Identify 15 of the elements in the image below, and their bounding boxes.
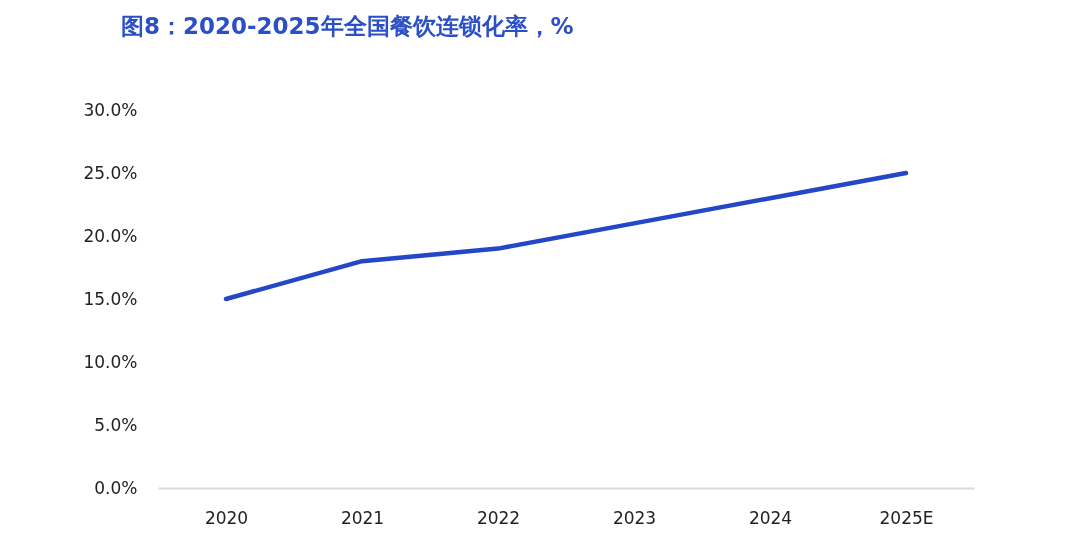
- y-tick-label: 5.0%: [94, 414, 138, 435]
- x-tick-label: 2025E: [879, 507, 934, 528]
- y-tick-label: 20.0%: [83, 225, 138, 246]
- x-tick-label: 2024: [748, 507, 793, 528]
- x-tick-label: 2020: [204, 507, 249, 528]
- line-series: [223, 170, 909, 302]
- chart-title: 图8：2020-2025年全国餐饮连锁化率，%: [121, 13, 574, 39]
- y-tick-label: 15.0%: [83, 288, 138, 309]
- x-tick-label: 2023: [612, 507, 657, 528]
- y-tick-label: 25.0%: [83, 162, 138, 183]
- x-tick-label: 2021: [340, 507, 385, 528]
- y-tick-label: 10.0%: [83, 351, 138, 372]
- x-tick-label: 2022: [476, 507, 521, 528]
- y-tick-label: 0.0%: [94, 477, 138, 498]
- y-tick-label: 30.0%: [83, 99, 138, 120]
